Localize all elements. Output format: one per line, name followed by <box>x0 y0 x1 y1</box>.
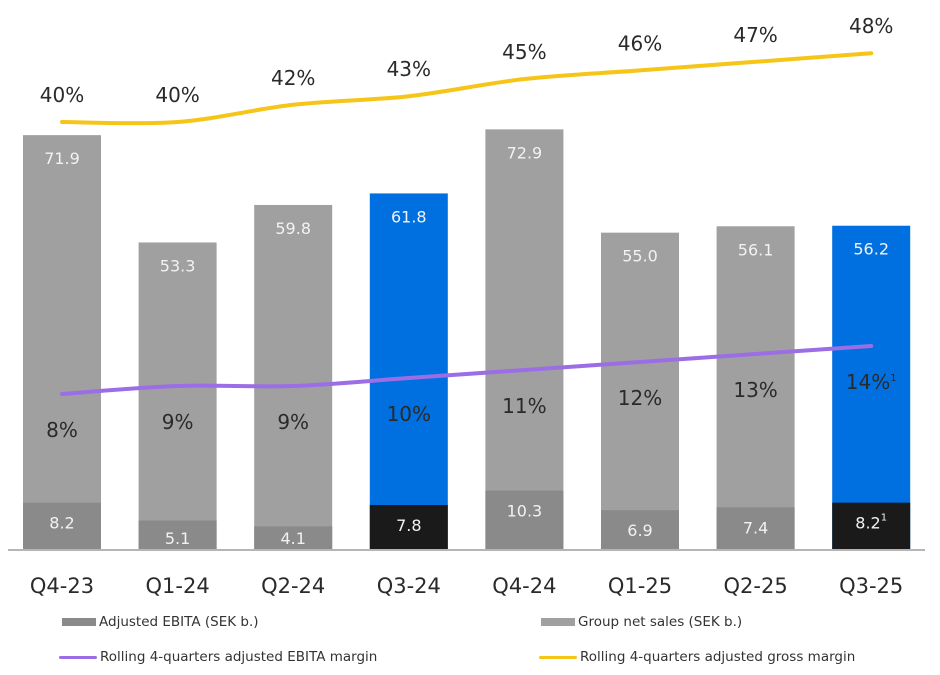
ebita-bar-label-q3-25: 8.21 <box>855 513 887 533</box>
ebita-bar-label-q2-24: 4.1 <box>280 529 305 548</box>
ebita-margin-label-q2-24: 9% <box>277 410 309 434</box>
gross-margin-label-q1-24: 40% <box>155 83 199 107</box>
gross-margin-label-q4-24: 45% <box>502 40 546 64</box>
ebita-margin-line-group: 8% 9% 9% 10% 11% 12% 13% 14%1 <box>46 344 897 442</box>
legend-swatch-gross-margin <box>539 655 577 659</box>
gross-margin-line-group: 40% 40% 42% 43% 45% 46% 47% 48% <box>40 14 893 126</box>
legend-label-ebita-margin: Rolling 4-quarters adjusted EBITA margin <box>100 649 378 665</box>
x-tick-q1-25: Q1-25 <box>608 574 672 598</box>
x-axis-ticks: Q4-23 Q1-24 Q2-24 Q3-24 Q4-24 Q1-25 Q2-25 Q3-25 <box>30 574 903 598</box>
ebita-margin-label-q2-25: 13% <box>733 378 777 402</box>
sales-bar-q3-24 <box>369 193 448 550</box>
ebita-bar-label-q3-24: 7.8 <box>396 516 421 535</box>
ebita-bar-q3-24 <box>369 504 448 550</box>
sales-bar-label-q4-23: 71.9 <box>44 149 80 168</box>
ebita-bar-label-q4-23: 8.2 <box>49 514 74 533</box>
legend-swatch-ebita-margin <box>59 655 97 659</box>
sales-bars: 71.9 53.3 59.8 61.8 72.9 55.0 56.1 56.2 <box>23 129 911 551</box>
ebita-bar-q2-24 <box>254 526 333 550</box>
ebita-margin-label-q3-24: 10% <box>387 402 431 426</box>
legend-swatch-ebita <box>62 618 96 626</box>
x-tick-q4-24: Q4-24 <box>492 574 556 598</box>
x-tick-q3-25: Q3-25 <box>839 574 903 598</box>
ebita-margin-label-q4-23: 8% <box>46 418 78 442</box>
ebita-bar-label-q4-24: 10.3 <box>507 502 543 521</box>
sales-bar-label-q4-24: 72.9 <box>507 143 543 162</box>
sales-bar-label-q1-24: 53.3 <box>160 256 196 275</box>
legend-item-ebita-margin: Rolling 4-quarters adjusted EBITA margin <box>59 649 377 665</box>
ebita-bar-q2-25 <box>716 507 795 550</box>
ebita-bar-q1-25 <box>601 510 679 550</box>
sales-bar-q3-25 <box>832 225 911 550</box>
sales-bar-q2-24 <box>254 204 333 551</box>
ebita-margin-label-q4-24: 11% <box>502 394 546 418</box>
ebita-bar-label-q1-24: 5.1 <box>165 529 190 548</box>
sales-bar-q4-24 <box>485 129 564 550</box>
ebita-margin-label-q1-24: 9% <box>162 410 194 434</box>
sales-bar-label-q3-25: 56.2 <box>853 240 889 259</box>
x-tick-q1-24: Q1-24 <box>145 574 209 598</box>
ebita-bar-q4-24 <box>485 490 564 550</box>
sales-bar-q1-25 <box>601 232 679 550</box>
ebita-bar-label-q2-25: 7.4 <box>743 518 768 537</box>
legend-swatch-sales <box>541 618 575 626</box>
sales-bar-q1-24 <box>138 242 217 551</box>
legend-label-ebita: Adjusted EBITA (SEK b.) <box>99 614 259 630</box>
ebita-margin-label-q1-25: 12% <box>618 386 662 410</box>
ebita-bar-q4-23 <box>23 502 101 550</box>
gross-margin-label-q1-25: 46% <box>618 31 662 55</box>
sales-bar-q4-23 <box>23 135 101 550</box>
sales-bar-label-q3-24: 61.8 <box>391 207 427 226</box>
ebita-bar-q1-24 <box>138 520 217 550</box>
ebita-margin-line <box>60 344 874 396</box>
sales-bar-q2-25 <box>716 226 795 551</box>
ebita-margin-label-q3-25: 14%1 <box>846 370 897 394</box>
gross-margin-line <box>60 51 874 126</box>
gross-margin-label-q2-25: 47% <box>733 23 777 47</box>
ebita-bars: 8.2 5.1 4.1 7.8 10.3 6.9 7.4 8.21 <box>23 490 911 550</box>
gross-margin-label-q2-24: 42% <box>271 66 315 90</box>
ebita-bar-label-q1-25: 6.9 <box>627 521 652 540</box>
chart: 71.9 53.3 59.8 61.8 72.9 55.0 56.1 56.2 8.2 5.1 4… <box>8 14 925 598</box>
gross-margin-label-q3-25: 48% <box>849 14 893 38</box>
sales-bar-label-q2-24: 59.8 <box>275 219 311 238</box>
x-tick-q2-25: Q2-25 <box>723 574 787 598</box>
x-tick-q3-24: Q3-24 <box>377 574 441 598</box>
legend-item-sales: Group net sales (SEK b.) <box>541 614 742 630</box>
ebita-bar-q3-25 <box>832 502 911 550</box>
legend-label-sales: Group net sales (SEK b.) <box>578 614 743 630</box>
x-tick-q2-24: Q2-24 <box>261 574 325 598</box>
gross-margin-label-q3-24: 43% <box>387 57 431 81</box>
sales-bar-label-q2-25: 56.1 <box>738 240 774 259</box>
legend-label-gross-margin: Rolling 4-quarters adjusted gross margin <box>580 649 856 665</box>
legend-item-gross-margin: Rolling 4-quarters adjusted gross margin <box>539 649 855 665</box>
sales-bar-label-q1-25: 55.0 <box>622 247 658 266</box>
x-tick-q4-23: Q4-23 <box>30 574 94 598</box>
gross-margin-label-q4-23: 40% <box>40 83 84 107</box>
legend-item-ebita: Adjusted EBITA (SEK b.) <box>62 614 259 630</box>
